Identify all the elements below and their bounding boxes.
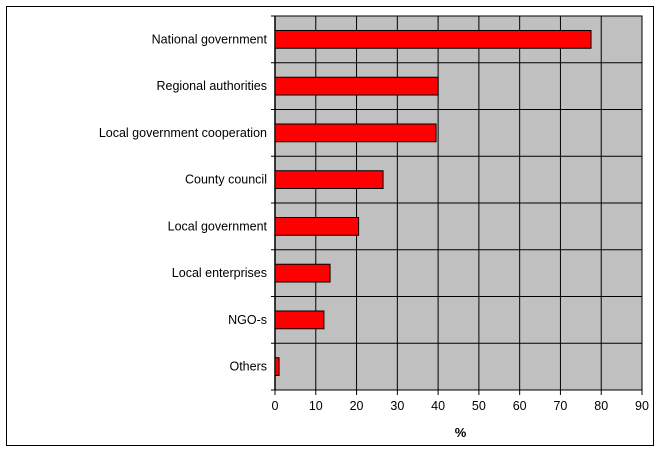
x-axis-label: % — [455, 425, 467, 440]
x-tick-label: 50 — [472, 399, 486, 413]
x-tick-label: 10 — [309, 399, 323, 413]
category-label: Local government cooperation — [99, 126, 267, 140]
x-tick-label: 30 — [390, 399, 404, 413]
x-tick-label: 90 — [635, 399, 649, 413]
category-label: National government — [152, 32, 268, 46]
category-label: Local government — [168, 219, 268, 233]
x-tick-label: 70 — [553, 399, 567, 413]
bar — [274, 263, 331, 283]
x-tick-label: 20 — [350, 399, 364, 413]
category-label: County council — [185, 173, 267, 187]
category-label: Regional authorities — [157, 79, 268, 93]
x-tick-label: 40 — [431, 399, 445, 413]
x-tick-label: 60 — [513, 399, 527, 413]
category-label: Others — [229, 360, 267, 374]
bar — [274, 357, 280, 377]
bar — [274, 76, 439, 96]
bar-chart: 0 10 20 30 40 50 60 70 80 90 National government Re… — [99, 15, 649, 440]
bar — [274, 170, 384, 190]
chart-frame: 0 10 20 30 40 50 60 70 80 90 National government Re… — [6, 6, 654, 446]
bar — [274, 123, 437, 143]
x-tick-label: 0 — [272, 399, 279, 413]
bar — [274, 310, 325, 330]
bar — [274, 216, 360, 236]
bar — [274, 29, 592, 49]
category-label: Local enterprises — [172, 266, 267, 280]
category-label: NGO-s — [228, 313, 267, 327]
x-tick-label: 80 — [594, 399, 608, 413]
